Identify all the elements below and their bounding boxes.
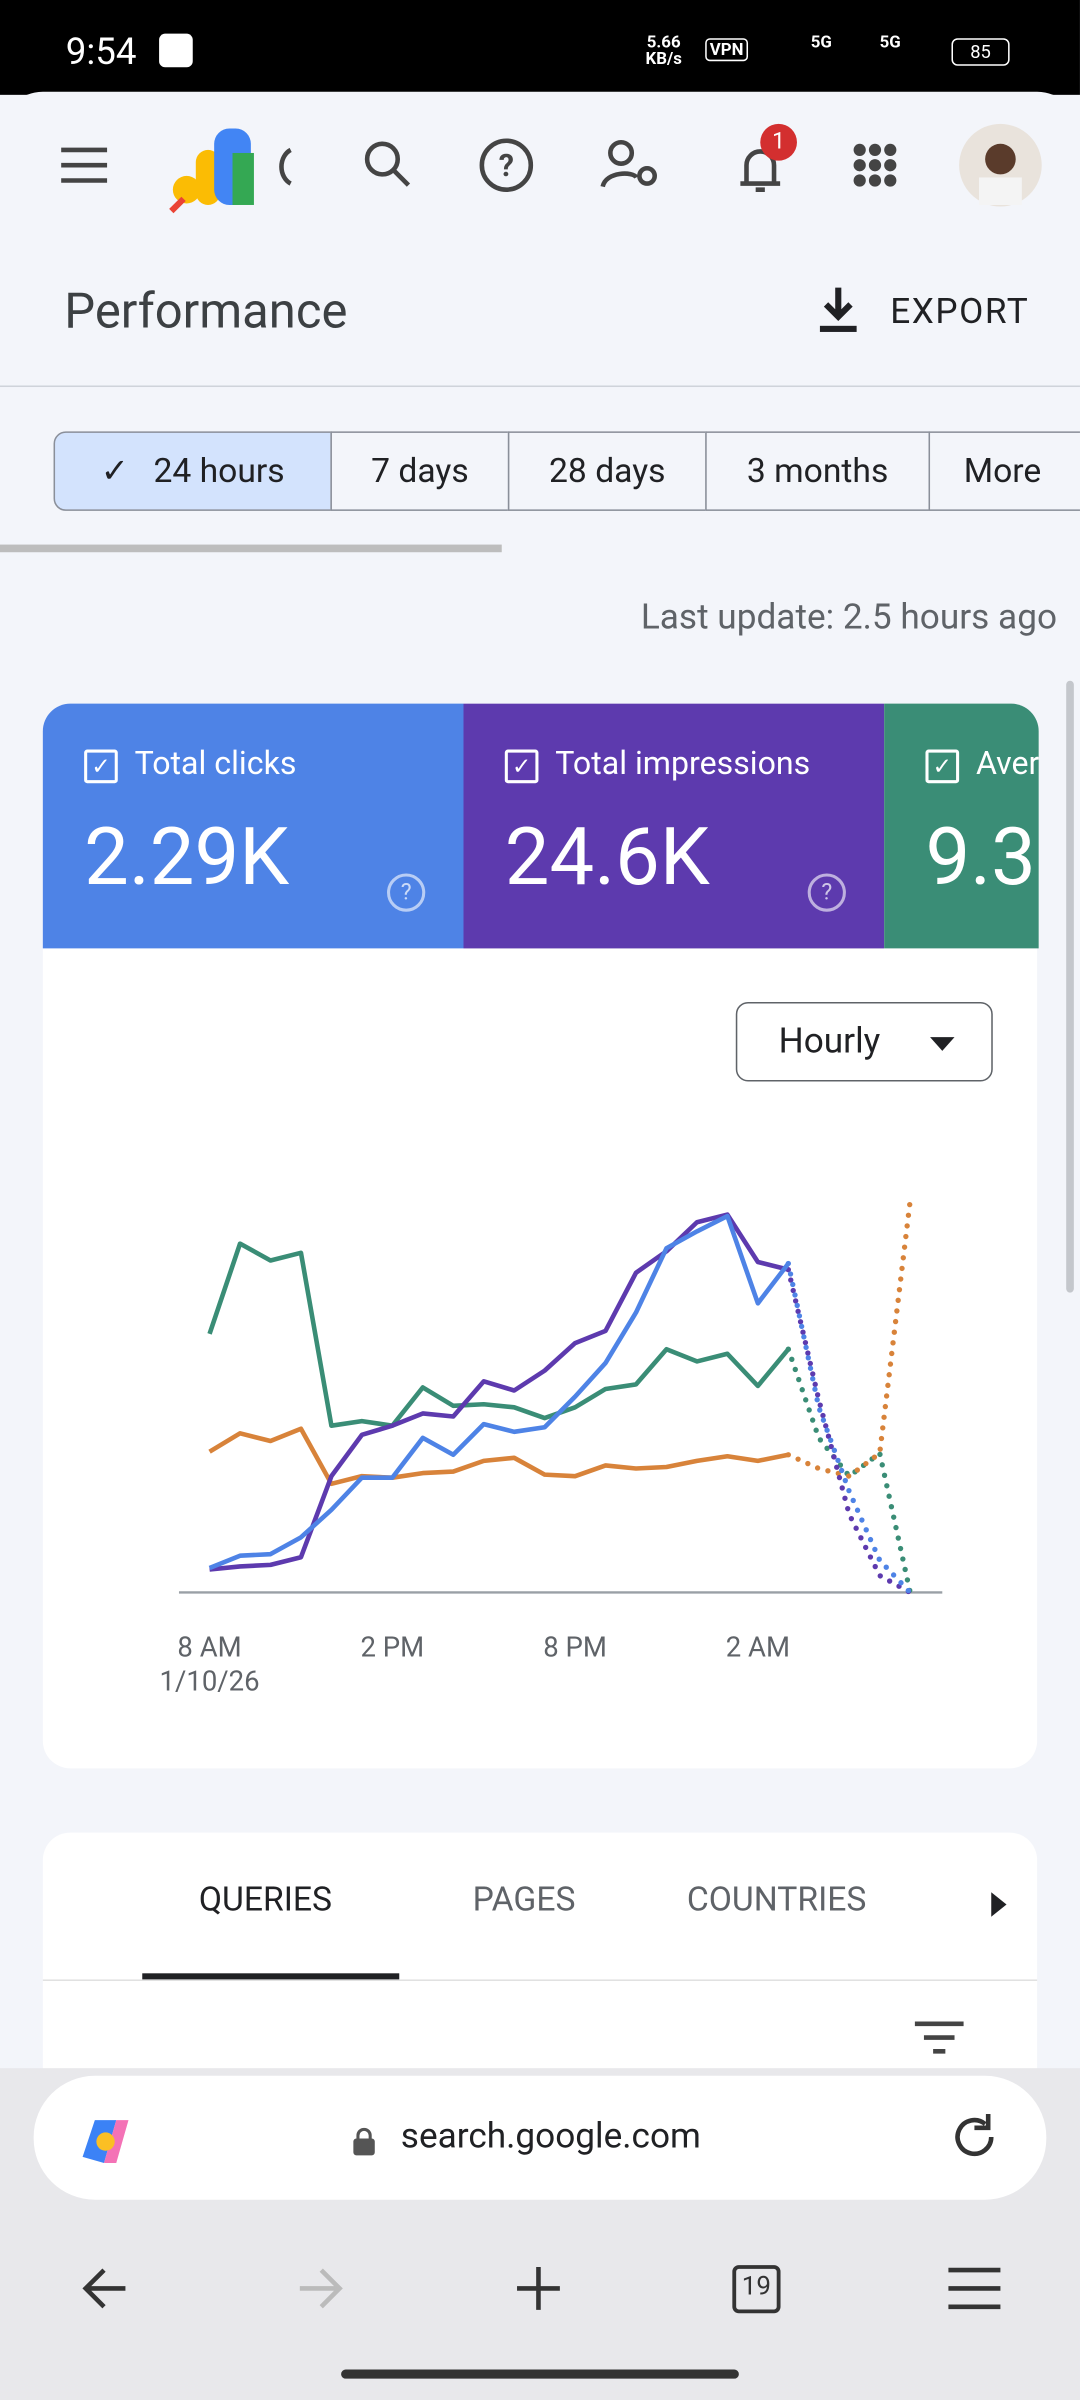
checkbox: ✓ — [84, 749, 118, 784]
metric-label: Total clicks — [134, 746, 297, 784]
metric-value: 2.29K — [84, 810, 290, 905]
metric-value: 24.6K — [504, 810, 710, 905]
divider — [42, 1979, 1038, 1981]
network: 5G — [810, 32, 832, 53]
page-scrollbar — [1066, 680, 1074, 1293]
chart: 8 AM 2 PM 8 PM 2 AM 1/10/26 — [160, 1198, 943, 1697]
granularity-select[interactable] — [735, 1001, 993, 1082]
series-projection — [785, 1346, 913, 1596]
home-indicator — [341, 2369, 739, 2379]
net-speed: 5.66 KB/s — [646, 34, 682, 68]
metric-label: Total impressions — [555, 746, 811, 784]
range-label: 24 hours — [153, 452, 285, 491]
filter-icon[interactable] — [914, 2019, 964, 2056]
series-projection — [785, 1266, 913, 1596]
reload-icon[interactable] — [948, 2111, 1000, 2163]
dropdown-arrow — [930, 1037, 955, 1051]
tab[interactable]: PAGES — [472, 1881, 576, 1920]
tab[interactable]: COUNTRIES — [686, 1881, 867, 1920]
speed-unit: KB/s — [645, 48, 682, 69]
vpn: VPN — [705, 38, 749, 62]
url: search.google.com — [400, 2115, 701, 2157]
metric-value: 9.3% — [925, 810, 1038, 905]
range-label: 28 days — [549, 452, 666, 491]
x-tick-label: 2 AM — [726, 1631, 790, 1664]
metric-card[interactable]: ✓ Total impressions 24.6K? — [463, 703, 885, 949]
svg-text:?: ? — [499, 149, 514, 184]
tab-count[interactable]: 19 — [741, 2271, 772, 2303]
export-button[interactable]: EXPORT — [890, 290, 1030, 332]
help-icon: ? — [387, 873, 426, 912]
x-date-label: 1/10/26 — [160, 1664, 260, 1697]
x-tick-label: 8 AM — [177, 1631, 241, 1664]
series-line — [207, 1241, 791, 1428]
range-label: More — [963, 452, 1042, 491]
export-icon — [819, 287, 857, 332]
help-icon: ? — [807, 873, 846, 912]
url-bar[interactable] — [33, 2075, 1047, 2200]
range-label: 3 months — [746, 452, 889, 491]
range-chip[interactable]: 3 months — [705, 431, 931, 511]
network: 5G — [879, 32, 901, 53]
speed-value: 5.66 — [646, 32, 681, 53]
app-icon — [159, 33, 193, 68]
metric-label: Average CTR — [975, 746, 1039, 784]
tab-indicator — [142, 1973, 400, 1980]
copilot-icon — [82, 2120, 129, 2163]
app-top — [0, 91, 1080, 138]
divider — [0, 385, 1080, 388]
series-projection — [785, 1198, 913, 1479]
battery: 85 — [951, 38, 1010, 66]
range-label: 7 days — [371, 452, 469, 491]
nav-icons — [82, 2265, 1001, 2314]
series-line — [208, 1213, 791, 1571]
metric-card[interactable]: ✓ Total clicks 2.29K? — [42, 703, 464, 949]
checkbox: ✓ — [504, 749, 539, 784]
x-tick-label: 8 PM — [543, 1631, 607, 1664]
lock-icon — [353, 2127, 375, 2156]
x-tick-label: 2 PM — [360, 1631, 424, 1664]
series-projection — [785, 1260, 913, 1596]
checkbox: ✓ — [925, 749, 960, 784]
app-bar-icons: ? — [61, 123, 1042, 214]
scrollbar — [0, 544, 502, 553]
clock: 9:54 — [65, 30, 137, 74]
tab-scroll[interactable] — [988, 1889, 1009, 1920]
page-title: Performance — [64, 281, 348, 340]
range-chip[interactable]: 28 days — [507, 431, 707, 511]
granularity-label: Hourly — [778, 1020, 881, 1062]
range-chip[interactable]: More — [928, 431, 1080, 511]
metric-card[interactable]: ✓ Average CTR 9.3% — [884, 703, 1039, 949]
last-update: Last update: 2.5 hours ago — [640, 596, 1058, 638]
range-chip[interactable]: ✓ 24 hours — [53, 431, 332, 511]
notification-badge: 1 — [772, 126, 786, 155]
range-chip[interactable]: 7 days — [330, 431, 510, 511]
tab[interactable]: QUERIES — [198, 1881, 332, 1920]
series-line — [209, 1212, 789, 1572]
series-line — [208, 1426, 789, 1487]
